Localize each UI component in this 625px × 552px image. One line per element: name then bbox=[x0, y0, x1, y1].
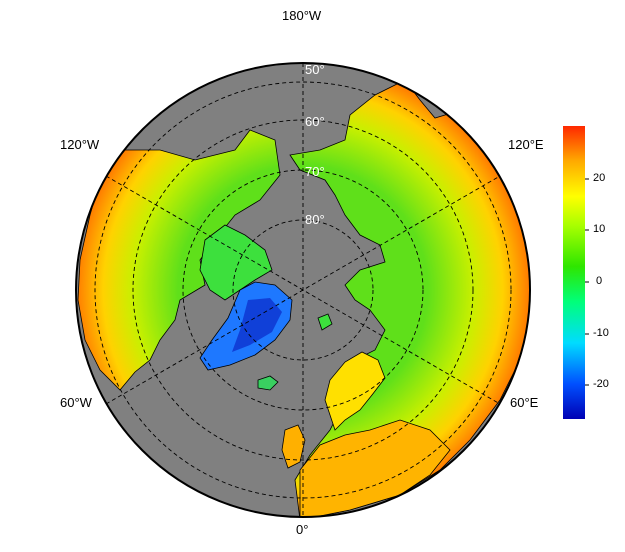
lon-label-lower-right: 60°E bbox=[510, 395, 539, 410]
colorbar-ticks bbox=[585, 178, 589, 386]
arctic-archipelago bbox=[199, 224, 273, 301]
lon-label-upper-left: 120°W bbox=[60, 137, 100, 152]
svalbard bbox=[317, 313, 333, 331]
colorbar bbox=[563, 126, 585, 419]
lat-label-50: 50° bbox=[305, 62, 325, 77]
europe bbox=[299, 419, 451, 517]
map-border bbox=[75, 62, 531, 518]
british-isles bbox=[281, 424, 306, 469]
lon-label-upper-right: 120°E bbox=[508, 137, 544, 152]
lon-label-lower-left: 60°W bbox=[60, 395, 92, 410]
lat-label-70: 70° bbox=[305, 164, 325, 179]
colorbar-tick-label: -20 bbox=[593, 378, 609, 390]
colorbar-tick-label: 10 bbox=[593, 223, 606, 235]
iceland bbox=[257, 375, 279, 391]
lat-label-60: 60° bbox=[305, 114, 325, 129]
colorbar-tick-label: -10 bbox=[593, 327, 609, 339]
lon-label-bottom: 0° bbox=[296, 522, 309, 537]
lat-label-80: 80° bbox=[305, 212, 325, 227]
graticule bbox=[94, 63, 512, 517]
greenland-interior bbox=[232, 298, 282, 352]
colorbar-tick-label: 20 bbox=[593, 172, 606, 184]
colorbar-tick-label: 0 bbox=[596, 275, 603, 287]
lon-label-top: 180°W bbox=[282, 8, 322, 23]
